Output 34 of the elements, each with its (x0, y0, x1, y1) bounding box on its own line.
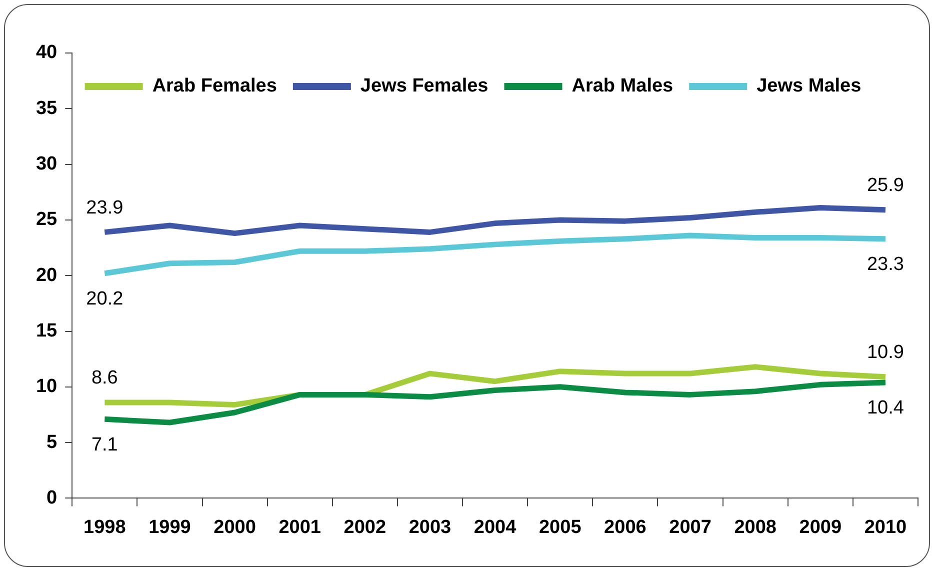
x-tick-label: 2002 (344, 516, 386, 538)
y-tick-label: 25 (36, 209, 58, 230)
data-label: 8.6 (91, 368, 118, 389)
x-tick-label: 2003 (408, 516, 452, 538)
data-label: 10.9 (866, 342, 904, 364)
x-tick-label: 2001 (278, 516, 322, 538)
y-tick-label: 20 (36, 264, 58, 286)
y-tick-label: 35 (36, 98, 58, 119)
x-tick-label: 2000 (214, 516, 256, 538)
x-tick-label: 1998 (84, 516, 126, 538)
x-tick-label: 2006 (604, 516, 646, 538)
x-tick-label: 2008 (734, 516, 776, 538)
data-label: 25.9 (866, 175, 904, 196)
y-tick-label: 30 (36, 154, 58, 175)
data-label: 23.3 (866, 254, 904, 276)
x-tick-label: 2010 (864, 516, 907, 538)
data-label: 10.4 (866, 398, 904, 419)
y-tick-label: 10 (36, 376, 58, 398)
legend-label: Jews Females (360, 76, 488, 97)
data-label: 20.2 (86, 288, 124, 310)
x-tick-label: 2004 (474, 516, 517, 538)
data-label: 7.1 (91, 434, 118, 456)
legend-label: Jews Males (756, 76, 862, 97)
x-tick-label: 2007 (669, 516, 712, 538)
x-tick-label: 2005 (538, 516, 582, 538)
data-label: 23.9 (86, 197, 124, 218)
x-tick-label: 1999 (148, 516, 191, 538)
legend-label: Arab Males (572, 76, 674, 97)
y-tick-label: 15 (36, 320, 58, 342)
y-tick-label: 0 (46, 487, 58, 508)
x-tick-label: 2009 (799, 516, 842, 538)
y-tick-label: 5 (46, 432, 58, 453)
y-tick-label: 40 (36, 42, 58, 64)
legend-label: Arab Females (152, 76, 277, 97)
